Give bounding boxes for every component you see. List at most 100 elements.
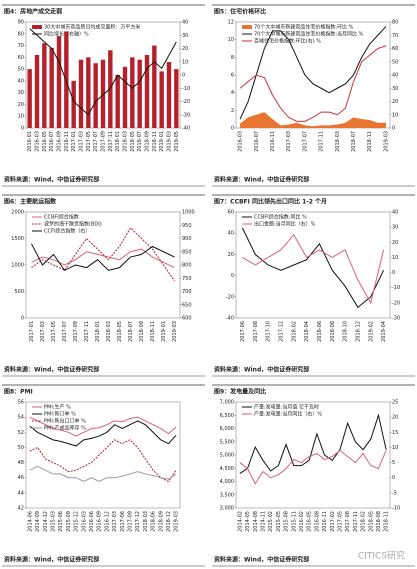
- x-tick-label: 2016-08: [314, 511, 320, 532]
- line: [31, 248, 175, 269]
- legend-label: CCBFI综合指数: [44, 214, 79, 221]
- x-tick-label: 2019-04: [381, 321, 387, 342]
- y2-tick-label: 30: [182, 33, 188, 39]
- y-tick-label: 30: [18, 90, 24, 96]
- y2-tick-label: -20: [392, 300, 400, 306]
- y-tick-label: 2000: [11, 210, 24, 216]
- y-tick-label: 6,000: [220, 426, 234, 432]
- x-tick-label: 2018-06: [151, 511, 157, 532]
- y2-tick-label: 10: [392, 112, 398, 118]
- y2-tick-label: -20: [182, 99, 190, 105]
- y2-tick-label: 900: [182, 236, 192, 242]
- x-tick-label: 2018-03: [106, 321, 112, 342]
- bar: [137, 59, 142, 128]
- y-tick-label: 4,500: [220, 466, 234, 472]
- y-tick-label: -40: [226, 316, 234, 322]
- x-tick-label: 2018-10: [343, 321, 349, 342]
- x-tick-label: 2015-12: [74, 511, 80, 532]
- bar: [152, 45, 157, 128]
- x-tick-label: 2014-05: [245, 511, 251, 532]
- y2-tick-label: 20: [392, 240, 398, 246]
- legend-label: 同比增长（右轴）%: [44, 31, 89, 38]
- bar: [122, 66, 128, 128]
- y-tick-label: 42: [18, 506, 24, 512]
- legend-label: CCBFI综合指数:同比 %: [254, 214, 307, 221]
- y-tick-label: 5,000: [220, 453, 234, 459]
- legend-label: 30大中城市商品房日均成交面积：万平方米: [44, 24, 140, 31]
- x-tick-label: 2019-02: [368, 321, 374, 342]
- y-tick-label: 1500: [11, 236, 24, 242]
- line: [239, 26, 387, 120]
- y-tick-label: 0: [21, 126, 24, 132]
- y-tick-label: 0: [21, 316, 24, 322]
- x-tick-label: 2017-06: [240, 321, 246, 342]
- y-tick-label: 60: [18, 55, 24, 61]
- y2-tick-label: 20: [392, 415, 398, 421]
- y-tick-label: 90: [18, 20, 24, 26]
- bar: [86, 57, 91, 129]
- line: [239, 413, 387, 474]
- area: [240, 112, 386, 128]
- y2-tick-label: 700: [182, 289, 192, 295]
- line: [29, 465, 177, 483]
- x-tick-label: 2019-01: [159, 131, 165, 152]
- y-tick-label: 44: [18, 490, 24, 496]
- x-tick-label: 2018-11: [152, 131, 158, 152]
- x-tick-label: 2017-11: [84, 321, 90, 342]
- y-tick-label: 3,000: [220, 506, 234, 512]
- x-tick-label: 2017-02: [330, 511, 336, 532]
- legend-label: 波罗的海干散货指数(BDI): [44, 221, 102, 228]
- bar: [42, 43, 47, 129]
- chart-title: 图9：发电量及同比: [214, 388, 266, 396]
- x-tick-label: 2019-03: [167, 131, 173, 152]
- x-tick-label: 2018-07: [351, 131, 357, 152]
- line: [241, 227, 385, 309]
- line: [239, 449, 387, 485]
- y2-tick-label: -40: [182, 126, 190, 132]
- x-tick-label: 2019-03: [174, 511, 180, 532]
- line: [29, 439, 177, 483]
- y-tick-label: 0: [231, 126, 234, 132]
- y-tick-label: 54: [18, 415, 24, 421]
- y2-tick-label: 1000: [182, 210, 195, 216]
- line: [242, 233, 385, 305]
- bar: [166, 62, 172, 128]
- y-tick-label: 10: [18, 114, 24, 120]
- line: [31, 243, 175, 271]
- line: [29, 28, 177, 116]
- bar: [159, 71, 164, 128]
- y2-tick-label: 40: [182, 20, 188, 26]
- y2-tick-label: 70: [392, 33, 398, 39]
- legend-label: 产量:发电量:当月值 亿千瓦时: [254, 404, 319, 411]
- chart-title: 图5：住宅价格环比: [214, 8, 266, 16]
- y2-tick-label: 750: [182, 276, 192, 282]
- x-tick-label: 2016-09: [57, 131, 63, 152]
- x-tick-label: 2018-07: [128, 321, 134, 342]
- legend-swatch: [32, 25, 42, 29]
- x-tick-label: 2017-12: [278, 321, 284, 342]
- x-tick-label: 2017-12: [135, 511, 141, 532]
- y2-tick-label: -10: [182, 86, 190, 92]
- y2-tick-label: 40: [392, 210, 398, 216]
- y-tick-label: 20: [228, 252, 234, 258]
- x-tick-label: 2017-09: [73, 321, 79, 342]
- bar: [27, 69, 32, 128]
- x-tick-label: 2016-11: [64, 131, 70, 152]
- legend-label: CCFI综合指数（右）: [44, 228, 90, 235]
- y2-tick-label: 10: [392, 255, 398, 261]
- x-tick-label: 2019-03: [383, 131, 389, 152]
- x-tick-label: 2018-08: [330, 321, 336, 342]
- legend-swatch: [242, 25, 252, 29]
- x-tick-label: 2019-03: [172, 321, 178, 342]
- y-tick-label: 50: [18, 67, 24, 73]
- legend-label: 出口金额:当月同比（右）%: [254, 221, 316, 228]
- x-tick-label: 2015-08: [284, 511, 290, 532]
- x-tick-label: 2018-02: [361, 511, 367, 532]
- x-tick-label: 2017-08: [253, 321, 259, 342]
- x-tick-label: 2018-09: [139, 321, 145, 342]
- bar: [144, 54, 150, 128]
- plot-frame: [25, 211, 181, 319]
- y2-tick-label: 0: [392, 475, 395, 481]
- bar: [49, 47, 54, 128]
- y-tick-label: 48: [18, 460, 24, 466]
